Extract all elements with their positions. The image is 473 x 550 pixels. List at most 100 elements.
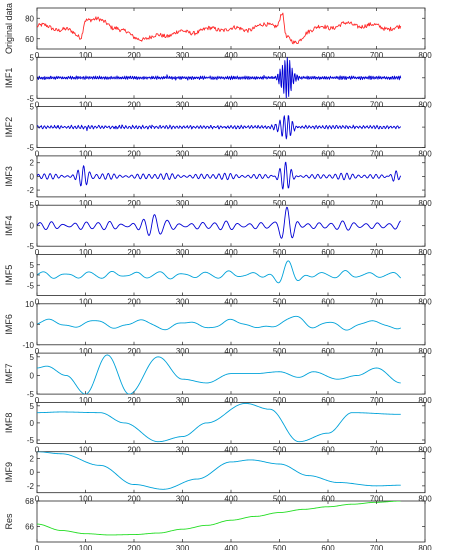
x-tick-label-imf6-0: 0	[35, 347, 40, 356]
x-tick-label-imf5-600: 600	[321, 298, 335, 307]
x-tick-label-res-800: 800	[418, 544, 432, 550]
y-tick-label-original-80: 80	[25, 14, 34, 23]
x-tick-label-imf1-600: 600	[321, 100, 335, 109]
x-tick-label-imf9-0: 0	[35, 495, 40, 504]
series-line-imf1	[37, 57, 402, 99]
x-tick-label-imf7-800: 800	[418, 396, 432, 405]
x-tick-label-imf5-700: 700	[370, 298, 384, 307]
series-line-imf5	[37, 260, 402, 284]
y-tick-label-imf6-10: 10	[25, 300, 34, 309]
y-tick-label-imf8-5: 5	[30, 402, 35, 411]
y-axis-label-imf7: IMF7	[4, 363, 14, 384]
y-tick-label-imf7--5: -5	[27, 390, 35, 399]
x-tick-label-imf5-500: 500	[273, 298, 287, 307]
y-axis-label-imf6: IMF6	[4, 314, 14, 335]
x-tick-label-original-100: 100	[79, 51, 93, 60]
x-tick-label-res-200: 200	[127, 544, 141, 550]
x-tick-label-imf2-0: 0	[35, 150, 40, 159]
y-tick-label-imf4--5: -5	[27, 242, 35, 251]
series-line-imf7	[37, 354, 401, 395]
x-tick-label-res-600: 600	[321, 544, 335, 550]
x-tick-label-imf7-100: 100	[79, 396, 93, 405]
x-tick-label-imf5-0: 0	[35, 298, 40, 307]
x-tick-label-imf8-400: 400	[224, 445, 238, 454]
x-tick-label-imf8-100: 100	[79, 445, 93, 454]
series-line-imf9	[37, 451, 401, 490]
y-tick-label-res-68: 68	[25, 497, 34, 506]
x-tick-label-imf8-500: 500	[273, 445, 287, 454]
x-tick-label-imf8-300: 300	[176, 445, 190, 454]
x-tick-label-imf1-800: 800	[418, 100, 432, 109]
x-tick-label-imf5-100: 100	[79, 298, 93, 307]
x-tick-label-imf8-0: 0	[35, 445, 40, 454]
x-tick-label-imf7-200: 200	[127, 396, 141, 405]
series-line-imf3	[37, 161, 402, 190]
x-tick-label-imf9-300: 300	[176, 495, 190, 504]
x-tick-label-imf2-500: 500	[273, 150, 287, 159]
x-tick-label-imf3-500: 500	[273, 199, 287, 208]
x-tick-label-imf4-600: 600	[321, 248, 335, 257]
x-tick-label-imf2-100: 100	[79, 150, 93, 159]
x-tick-label-imf1-400: 400	[224, 100, 238, 109]
x-tick-label-original-200: 200	[127, 51, 141, 60]
x-tick-label-imf7-400: 400	[224, 396, 238, 405]
y-tick-label-imf6-0: 0	[30, 320, 35, 329]
y-axis-label-imf3: IMF3	[4, 166, 14, 187]
y-tick-label-imf3--2: -2	[27, 186, 35, 195]
x-tick-label-imf2-400: 400	[224, 150, 238, 159]
x-tick-label-imf4-0: 0	[35, 248, 40, 257]
y-tick-label-imf1--5: -5	[27, 94, 35, 103]
x-tick-label-imf1-0: 0	[35, 100, 40, 109]
y-tick-label-imf9-0: 0	[30, 468, 35, 477]
x-tick-label-imf1-100: 100	[79, 100, 93, 109]
axis-box-imf8	[36, 401, 426, 444]
x-tick-label-original-600: 600	[321, 51, 335, 60]
x-tick-label-imf3-300: 300	[176, 199, 190, 208]
x-tick-label-imf3-100: 100	[79, 199, 93, 208]
x-tick-label-imf6-600: 600	[321, 347, 335, 356]
x-tick-label-res-0: 0	[35, 544, 40, 550]
y-tick-label-imf2--5: -5	[27, 144, 35, 153]
y-tick-label-imf7-0: 0	[30, 371, 35, 380]
x-tick-label-original-500: 500	[273, 51, 287, 60]
series-line-original	[37, 12, 402, 45]
x-tick-label-imf7-500: 500	[273, 396, 287, 405]
y-axis-label-res: Res	[4, 513, 14, 530]
x-tick-label-imf4-400: 400	[224, 248, 238, 257]
y-tick-label-original-60: 60	[25, 35, 34, 44]
x-tick-label-imf6-200: 200	[127, 347, 141, 356]
x-tick-label-imf7-0: 0	[35, 396, 40, 405]
series-line-imf4	[37, 206, 401, 239]
y-axis-label-imf8: IMF8	[4, 413, 14, 434]
x-tick-label-res-700: 700	[370, 544, 384, 550]
y-axis-label-original: Original data	[4, 3, 14, 54]
x-tick-label-imf9-100: 100	[79, 495, 93, 504]
x-tick-label-imf2-800: 800	[418, 150, 432, 159]
series-line-imf6	[37, 315, 401, 331]
y-axis-label-imf4: IMF4	[4, 215, 14, 236]
x-tick-label-imf9-400: 400	[224, 495, 238, 504]
y-axis-label-imf9: IMF9	[4, 462, 14, 483]
x-tick-label-imf1-300: 300	[176, 100, 190, 109]
series-line-res	[37, 501, 401, 536]
y-tick-label-imf1-5: 5	[30, 53, 35, 62]
panel-res: 0 100 200 300 400 500 600 700 800 66 68 Res	[4, 497, 432, 550]
y-tick-label-imf6--10: -10	[22, 341, 34, 350]
x-tick-label-imf9-600: 600	[321, 495, 335, 504]
x-tick-label-imf3-200: 200	[127, 199, 141, 208]
x-tick-label-imf5-400: 400	[224, 298, 238, 307]
axis-box-imf9	[36, 451, 426, 494]
y-tick-label-imf2-5: 5	[30, 103, 35, 112]
x-tick-label-imf3-700: 700	[370, 199, 384, 208]
x-tick-label-original-700: 700	[370, 51, 384, 60]
x-tick-label-imf5-200: 200	[127, 298, 141, 307]
x-tick-label-imf9-200: 200	[127, 495, 141, 504]
x-tick-label-imf3-0: 0	[35, 199, 40, 208]
x-tick-label-imf7-300: 300	[176, 396, 190, 405]
y-tick-label-imf1-0: 0	[30, 74, 35, 83]
